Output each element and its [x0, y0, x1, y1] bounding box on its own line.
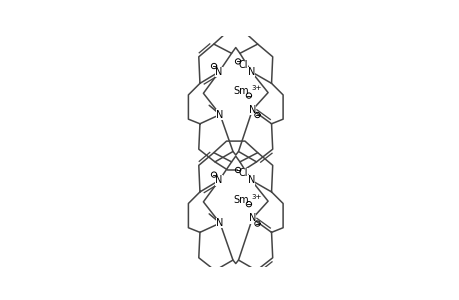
Text: Cl: Cl: [238, 168, 247, 178]
Text: 3+: 3+: [251, 194, 261, 200]
Text: N: N: [216, 218, 223, 228]
Text: N: N: [247, 67, 255, 77]
Text: N: N: [248, 214, 256, 224]
Text: Sm: Sm: [233, 86, 249, 96]
Text: N: N: [216, 110, 223, 119]
Text: N: N: [215, 67, 222, 77]
Text: 3+: 3+: [251, 85, 261, 91]
Text: N: N: [215, 176, 222, 185]
Text: N: N: [247, 176, 255, 185]
Text: Cl: Cl: [238, 60, 247, 70]
Text: N: N: [248, 105, 256, 115]
Text: Sm: Sm: [233, 195, 249, 205]
